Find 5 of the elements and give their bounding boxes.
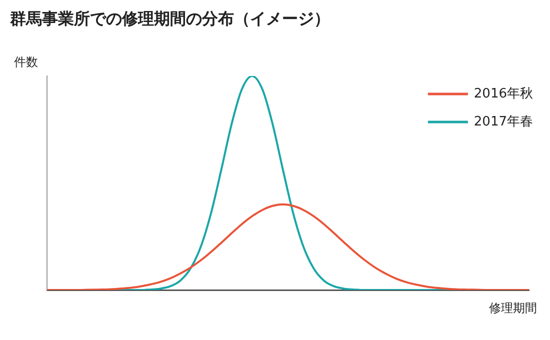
legend-label: 2016年秋 — [474, 86, 534, 102]
x-axis-title: 修理期間 — [489, 301, 537, 315]
chart-title: 群馬事業所での修理期間の分布（イメージ） — [9, 9, 330, 28]
y-axis-title: 件数 — [14, 55, 38, 69]
legend-label: 2017年春 — [474, 114, 534, 130]
